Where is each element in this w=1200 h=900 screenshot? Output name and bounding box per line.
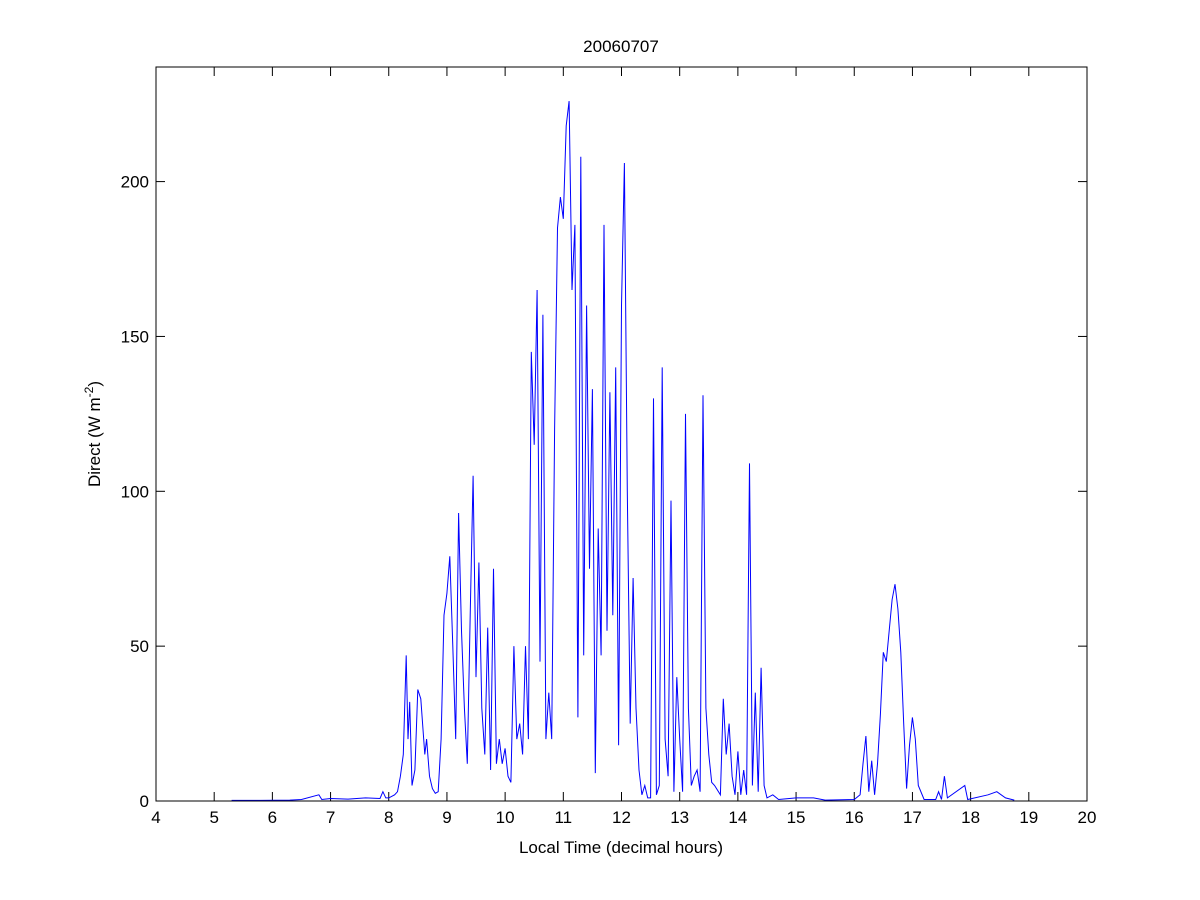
- y-axis-label-sup: -2: [82, 386, 96, 397]
- y-tick-label: 150: [121, 327, 149, 346]
- x-tick-label: 14: [728, 808, 747, 827]
- plot-frame: [155, 66, 1088, 802]
- x-tick-label: 7: [326, 808, 335, 827]
- x-tick-label: 6: [268, 808, 277, 827]
- y-tick-label: 50: [130, 637, 149, 656]
- y-axis-label-end: ): [85, 381, 104, 387]
- y-tick-label: 0: [140, 792, 149, 811]
- x-tick-label: 16: [845, 808, 864, 827]
- y-tick-label: 200: [121, 173, 149, 192]
- x-tick-label: 9: [442, 808, 451, 827]
- x-tick-label: 15: [787, 808, 806, 827]
- x-tick-label: 5: [209, 808, 218, 827]
- x-tick-label: 4: [151, 808, 160, 827]
- x-tick-label: 8: [384, 808, 393, 827]
- series-line-direct: [231, 101, 1015, 801]
- y-axis: 0 50 100 150 200: [121, 173, 1087, 811]
- x-tick-label: 17: [903, 808, 922, 827]
- x-axis-label: Local Time (decimal hours): [519, 838, 723, 857]
- x-tick-label: 12: [612, 808, 631, 827]
- x-tick-label: 13: [670, 808, 689, 827]
- y-tick-label: 100: [121, 482, 149, 501]
- x-tick-label: 10: [496, 808, 515, 827]
- y-axis-label: Direct (W m-2): [82, 381, 104, 487]
- plot-area: [156, 67, 1087, 801]
- x-axis: 4 5 6 7 8 9 10 11 12 13 14 15 16 17 18 19 20: [151, 67, 1096, 827]
- x-tick-label: 11: [554, 808, 572, 827]
- x-tick-label: 20: [1078, 808, 1097, 827]
- x-tick-label: 18: [961, 808, 980, 827]
- x-tick-label: 19: [1019, 808, 1038, 827]
- chart-title: 20060707: [583, 37, 659, 56]
- y-axis-label-base: Direct (W m: [85, 397, 104, 487]
